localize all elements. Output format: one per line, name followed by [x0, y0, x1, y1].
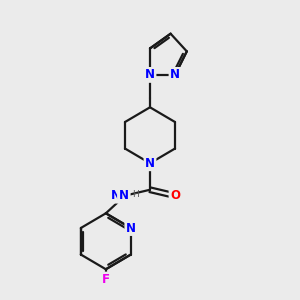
Text: H: H: [132, 190, 139, 199]
Text: H: H: [121, 190, 129, 201]
Text: N: N: [170, 68, 180, 81]
Text: N: N: [118, 189, 128, 202]
Text: F: F: [102, 273, 110, 286]
Text: N: N: [145, 68, 155, 81]
Text: O: O: [170, 189, 180, 202]
Text: N: N: [111, 189, 121, 202]
Text: N: N: [126, 221, 136, 235]
Text: N: N: [145, 157, 155, 170]
